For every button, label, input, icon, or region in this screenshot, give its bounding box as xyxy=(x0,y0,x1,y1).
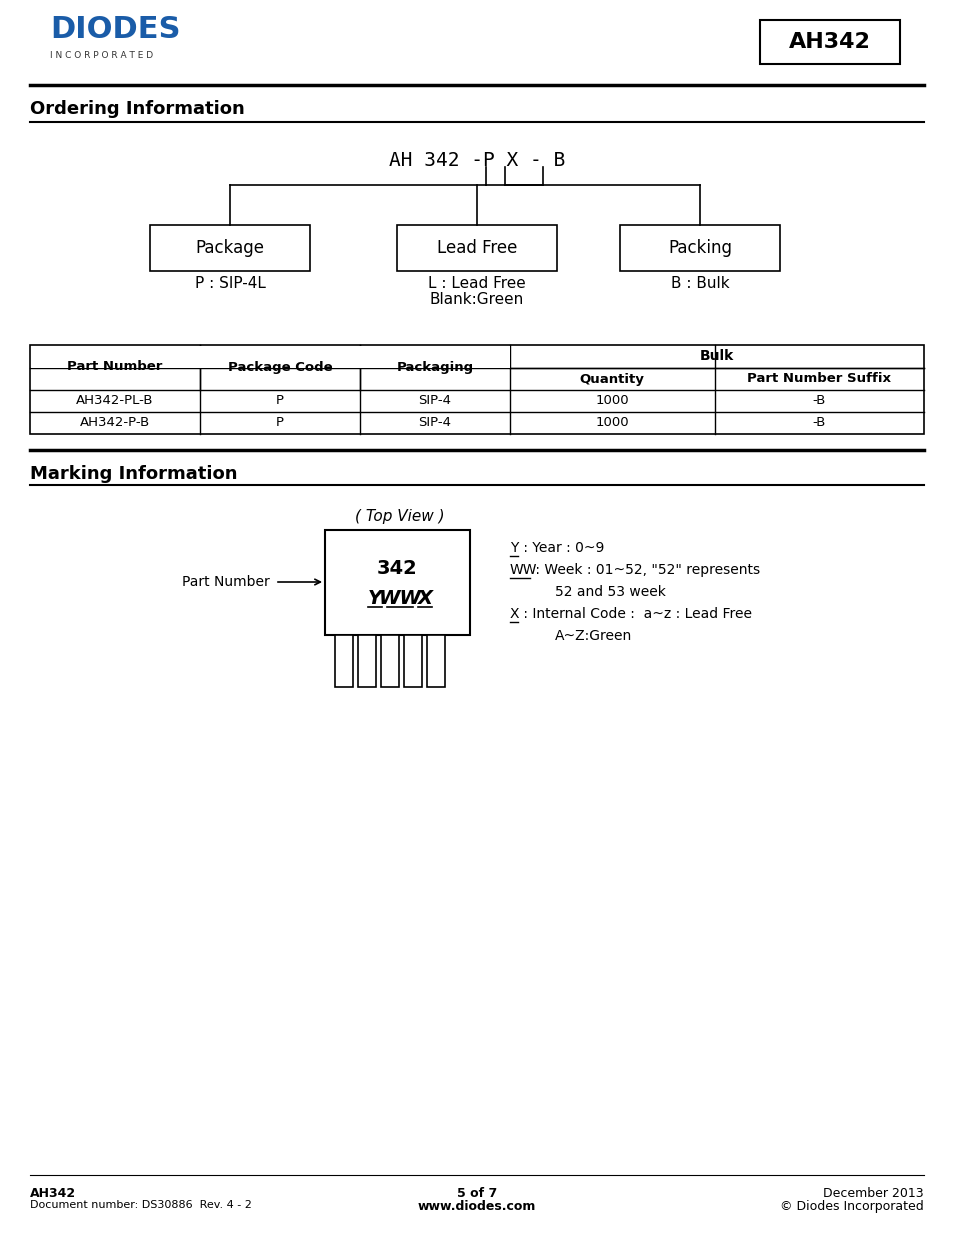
Text: December 2013: December 2013 xyxy=(822,1187,923,1200)
Text: Quantity: Quantity xyxy=(579,373,644,385)
Text: Part Number Suffix: Part Number Suffix xyxy=(746,373,890,385)
Text: 1000: 1000 xyxy=(595,394,628,408)
Bar xyxy=(427,635,444,687)
Text: Bulk: Bulk xyxy=(700,350,734,363)
Text: P: P xyxy=(275,416,284,430)
Text: Part Number: Part Number xyxy=(68,361,163,373)
Text: WW: WW xyxy=(378,589,421,608)
Text: AH342: AH342 xyxy=(30,1187,76,1200)
Bar xyxy=(30,345,923,433)
Text: Package Code: Package Code xyxy=(228,361,332,373)
Text: Part Number: Part Number xyxy=(182,576,270,589)
Text: SIP-4: SIP-4 xyxy=(418,394,451,408)
Bar xyxy=(380,635,398,687)
Text: : Week : 01~52, "52" represents: : Week : 01~52, "52" represents xyxy=(531,563,760,577)
Text: -B: -B xyxy=(811,394,825,408)
Text: www.diodes.com: www.diodes.com xyxy=(417,1200,536,1213)
Text: 5 of 7: 5 of 7 xyxy=(456,1187,497,1200)
Text: ( Top View ): ( Top View ) xyxy=(355,509,444,524)
Bar xyxy=(760,20,899,64)
Bar xyxy=(357,635,375,687)
Text: L : Lead Free: L : Lead Free xyxy=(428,277,525,291)
Text: Ordering Information: Ordering Information xyxy=(30,100,245,119)
Text: Y: Y xyxy=(368,589,381,608)
Bar xyxy=(396,225,557,270)
Text: AH342-P-B: AH342-P-B xyxy=(80,416,150,430)
Bar xyxy=(335,635,353,687)
Text: Package: Package xyxy=(195,240,264,257)
Text: P : SIP-4L: P : SIP-4L xyxy=(194,277,265,291)
Bar xyxy=(325,530,470,635)
Text: Blank:Green: Blank:Green xyxy=(430,293,523,308)
Bar xyxy=(30,346,510,368)
Text: I N C O R P O R A T E D: I N C O R P O R A T E D xyxy=(50,51,153,61)
Text: © Diodes Incorporated: © Diodes Incorporated xyxy=(780,1200,923,1213)
Text: A~Z:Green: A~Z:Green xyxy=(555,629,632,643)
Bar xyxy=(619,225,780,270)
Text: Marking Information: Marking Information xyxy=(30,466,237,483)
Text: AH342-PL-B: AH342-PL-B xyxy=(76,394,153,408)
Text: 52 and 53 week: 52 and 53 week xyxy=(555,585,665,599)
Text: B : Bulk: B : Bulk xyxy=(670,277,728,291)
Text: X: X xyxy=(510,606,519,621)
Text: AH 342 -P X - B: AH 342 -P X - B xyxy=(389,151,564,169)
Text: AH342: AH342 xyxy=(788,32,870,52)
Text: SIP-4: SIP-4 xyxy=(418,416,451,430)
Bar xyxy=(403,635,421,687)
Text: X: X xyxy=(417,589,432,608)
Text: Lead Free: Lead Free xyxy=(436,240,517,257)
Text: : Year : 0~9: : Year : 0~9 xyxy=(518,541,604,555)
Text: Packing: Packing xyxy=(667,240,731,257)
Text: WW: WW xyxy=(510,563,537,577)
Text: Packaging: Packaging xyxy=(396,361,473,373)
Text: DIODES: DIODES xyxy=(50,15,180,44)
Text: P: P xyxy=(275,394,284,408)
Text: Document number: DS30886  Rev. 4 - 2: Document number: DS30886 Rev. 4 - 2 xyxy=(30,1200,252,1210)
Text: 1000: 1000 xyxy=(595,416,628,430)
Text: 342: 342 xyxy=(376,558,416,578)
Bar xyxy=(150,225,310,270)
Text: -B: -B xyxy=(811,416,825,430)
Text: : Internal Code :  a~z : Lead Free: : Internal Code : a~z : Lead Free xyxy=(518,606,751,621)
Text: Y: Y xyxy=(510,541,517,555)
